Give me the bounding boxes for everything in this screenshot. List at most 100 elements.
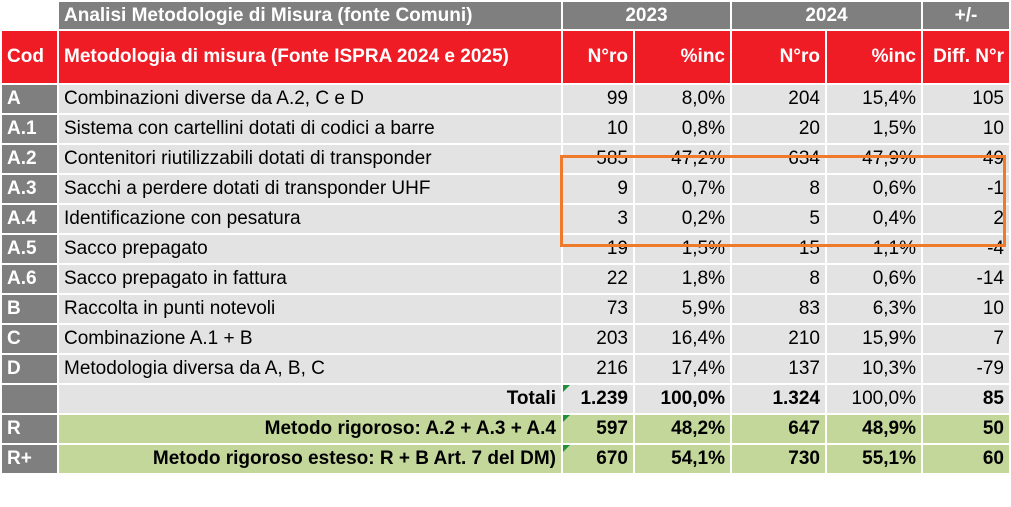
col-inc-2023: %inc	[633, 29, 732, 85]
row-diff: -79	[921, 353, 1011, 385]
table-row: A.3 Sacchi a perdere dotati di transpond…	[0, 173, 1011, 205]
row-inc-2023: 17,4%	[633, 353, 732, 385]
row-n-2023: 585	[561, 143, 635, 175]
row-code: A.5	[0, 233, 59, 265]
row-inc-2024: 15,4%	[825, 83, 923, 115]
summary-n-2023: 597	[561, 413, 635, 445]
row-code: B	[0, 293, 59, 325]
row-inc-2024: 1,5%	[825, 113, 923, 145]
totals-code-cell	[0, 383, 59, 415]
diff-header: +/-	[921, 0, 1011, 31]
col-inc-2024: %inc	[825, 29, 923, 85]
table-row: A.5 Sacco prepagato 19 1,5% 15 1,1% -4	[0, 233, 1011, 265]
summary-label: Metodo rigoroso esteso: R + B Art. 7 del…	[57, 443, 563, 475]
row-n-2023: 99	[561, 83, 635, 115]
row-n-2023: 9	[561, 173, 635, 205]
row-inc-2023: 16,4%	[633, 323, 732, 355]
row-inc-2023: 5,9%	[633, 293, 732, 325]
row-inc-2023: 0,2%	[633, 203, 732, 235]
totals-inc-2024: 100,0%	[825, 383, 923, 415]
year-2024-header: 2024	[730, 0, 923, 31]
row-inc-2023: 8,0%	[633, 83, 732, 115]
row-n-2024: 137	[730, 353, 827, 385]
row-inc-2023: 47,2%	[633, 143, 732, 175]
row-inc-2023: 0,8%	[633, 113, 732, 145]
totals-label: Totali	[57, 383, 563, 415]
summary-label: Metodo rigoroso: A.2 + A.3 + A.4	[57, 413, 563, 445]
summary-n-2024: 730	[730, 443, 827, 475]
col-cod: Cod	[0, 29, 59, 85]
corner-cell	[0, 0, 59, 31]
totals-diff: 85	[921, 383, 1011, 415]
row-diff: 10	[921, 293, 1011, 325]
row-n-2024: 8	[730, 263, 827, 295]
table-row: A.1 Sistema con cartellini dotati di cod…	[0, 113, 1011, 145]
summary-n-2024: 647	[730, 413, 827, 445]
row-code: D	[0, 353, 59, 385]
row-n-2024: 83	[730, 293, 827, 325]
row-code: C	[0, 323, 59, 355]
table-row: A Combinazioni diverse da A.2, C e D 99 …	[0, 83, 1011, 115]
table-row: A.6 Sacco prepagato in fattura 22 1,8% 8…	[0, 263, 1011, 295]
totals-n-2023: 1.239	[561, 383, 635, 415]
row-diff: 7	[921, 323, 1011, 355]
row-inc-2024: 0,6%	[825, 173, 923, 205]
table-row: A.2 Contenitori riutilizzabili dotati di…	[0, 143, 1011, 175]
row-diff: -1	[921, 173, 1011, 205]
row-n-2023: 22	[561, 263, 635, 295]
col-n-2023: N°ro	[561, 29, 635, 85]
summary-inc-2023: 48,2%	[633, 413, 732, 445]
row-diff: 49	[921, 143, 1011, 175]
row-n-2023: 73	[561, 293, 635, 325]
row-inc-2024: 0,4%	[825, 203, 923, 235]
row-diff: -4	[921, 233, 1011, 265]
table-row: C Combinazione A.1 + B 203 16,4% 210 15,…	[0, 323, 1011, 355]
row-n-2024: 204	[730, 83, 827, 115]
row-n-2024: 634	[730, 143, 827, 175]
row-inc-2024: 10,3%	[825, 353, 923, 385]
row-inc-2023: 1,8%	[633, 263, 732, 295]
summary-code: R	[0, 413, 59, 445]
row-inc-2024: 0,6%	[825, 263, 923, 295]
row-n-2023: 3	[561, 203, 635, 235]
row-inc-2024: 1,1%	[825, 233, 923, 265]
table-title: Analisi Metodologie di Misura (fonte Com…	[57, 0, 563, 31]
row-diff: 2	[921, 203, 1011, 235]
row-n-2023: 216	[561, 353, 635, 385]
row-code: A.4	[0, 203, 59, 235]
col-method: Metodologia di misura (Fonte ISPRA 2024 …	[57, 29, 563, 85]
row-method: Raccolta in punti notevoli	[57, 293, 563, 325]
row-method: Metodologia diversa da A, B, C	[57, 353, 563, 385]
row-method: Identificazione con pesatura	[57, 203, 563, 235]
totals-n-2024: 1.324	[730, 383, 827, 415]
row-code: A.2	[0, 143, 59, 175]
row-code: A.3	[0, 173, 59, 205]
row-inc-2023: 1,5%	[633, 233, 732, 265]
row-inc-2024: 15,9%	[825, 323, 923, 355]
row-diff: 10	[921, 113, 1011, 145]
summary-diff: 50	[921, 413, 1011, 445]
summary-row: R+ Metodo rigoroso esteso: R + B Art. 7 …	[0, 443, 1011, 475]
row-n-2024: 210	[730, 323, 827, 355]
row-method: Combinazione A.1 + B	[57, 323, 563, 355]
table-row: D Metodologia diversa da A, B, C 216 17,…	[0, 353, 1011, 385]
row-code: A.6	[0, 263, 59, 295]
title-row: Analisi Metodologie di Misura (fonte Com…	[0, 0, 1011, 31]
row-method: Combinazioni diverse da A.2, C e D	[57, 83, 563, 115]
row-n-2023: 10	[561, 113, 635, 145]
row-diff: 105	[921, 83, 1011, 115]
summary-inc-2024: 48,9%	[825, 413, 923, 445]
row-method: Sacchi a perdere dotati di transponder U…	[57, 173, 563, 205]
row-diff: -14	[921, 263, 1011, 295]
row-n-2024: 15	[730, 233, 827, 265]
row-method: Sacco prepagato	[57, 233, 563, 265]
column-header-row: Cod Metodologia di misura (Fonte ISPRA 2…	[0, 29, 1011, 85]
row-method: Sacco prepagato in fattura	[57, 263, 563, 295]
row-code: A.1	[0, 113, 59, 145]
col-n-2024: N°ro	[730, 29, 827, 85]
summary-diff: 60	[921, 443, 1011, 475]
row-n-2024: 5	[730, 203, 827, 235]
summary-n-2023: 670	[561, 443, 635, 475]
totals-inc-2023: 100,0%	[633, 383, 732, 415]
row-inc-2024: 47,9%	[825, 143, 923, 175]
